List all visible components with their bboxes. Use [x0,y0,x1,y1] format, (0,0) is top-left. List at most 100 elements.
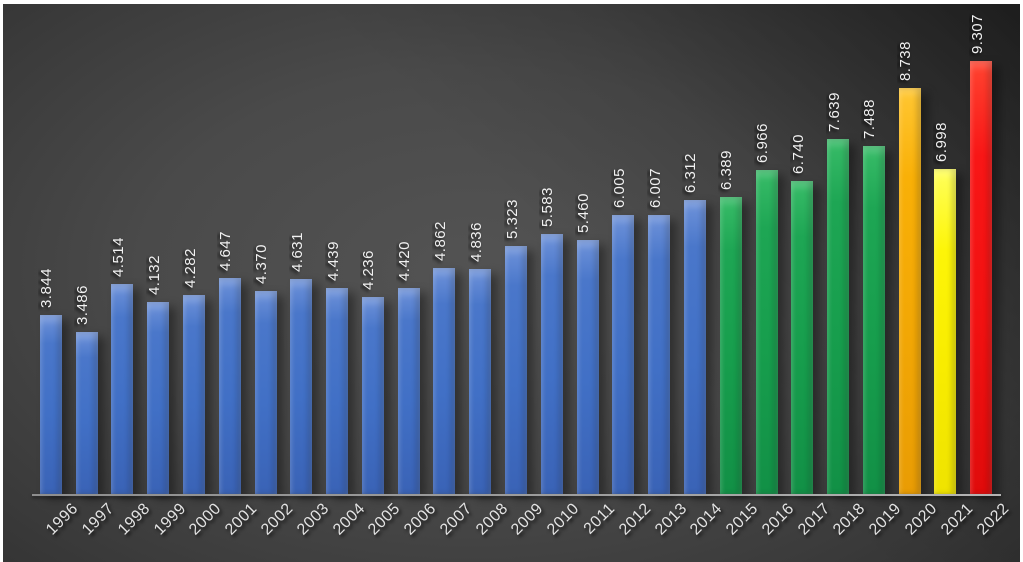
year-label-slot-2020: 2020 [892,496,941,558]
bar-slot-2005: 4.236 [355,4,391,494]
year-label-slot-2002: 2002 [248,496,297,558]
year-label-slot-2010: 2010 [534,496,583,558]
value-label-2020: 8.738 [897,40,915,81]
bar-slot-2004: 4.439 [319,4,355,494]
x-axis-labels: 1996 1997 1998 1999 2000 2001 2002 2003 2004 2005… [33,496,1012,558]
year-label-2022: 2022 [973,500,1013,539]
bar-2014 [683,200,706,494]
bar-slot-2020: 8.738 [892,4,928,494]
value-label-2021: 6.998 [932,121,950,162]
value-label-2004: 4.439 [324,240,342,281]
year-label-slot-2005: 2005 [355,496,404,558]
bar-2012 [612,215,635,494]
bar-2001 [218,278,241,494]
value-label-2019: 7.488 [861,98,879,139]
bar-1996 [39,315,62,494]
year-label-slot-1997: 1997 [69,496,118,558]
year-label-slot-2015: 2015 [713,496,762,558]
bar-2013 [648,215,671,494]
value-label-2002: 4.370 [253,243,271,284]
bar-slot-2018: 7.639 [820,4,856,494]
bar-2019 [862,146,885,494]
chart-canvas: 3.844 3.486 4.514 4.132 4.282 4.647 4.370 4.631… [3,4,1020,562]
value-label-2017: 6.740 [789,133,807,174]
bar-2000 [183,295,206,494]
bar-slot-2010: 5.583 [534,4,570,494]
year-label-slot-2007: 2007 [427,496,476,558]
bar-slot-1998: 4.514 [105,4,141,494]
value-label-2006: 4.420 [396,240,414,281]
value-label-1997: 3.486 [74,284,92,325]
bar-slot-2001: 4.647 [212,4,248,494]
value-label-2003: 4.631 [288,231,306,272]
value-label-2013: 6.007 [646,167,664,208]
bar-2007 [433,268,456,494]
bar-slot-1996: 3.844 [33,4,69,494]
bar-2015 [719,197,742,494]
bar-2003 [290,279,313,494]
value-label-1996: 3.844 [38,267,56,308]
year-label-slot-1998: 1998 [105,496,154,558]
value-label-1998: 4.514 [109,236,127,277]
bar-2008 [469,269,492,494]
value-label-2000: 4.282 [181,247,199,288]
value-label-2009: 5.323 [503,198,521,239]
bar-slot-2009: 5.323 [498,4,534,494]
year-label-slot-2012: 2012 [606,496,655,558]
value-label-2015: 6.389 [718,149,736,190]
bar-2005 [361,297,384,494]
bar-slot-2021: 6.998 [928,4,964,494]
bar-slot-2000: 4.282 [176,4,212,494]
bar-slot-1999: 4.132 [140,4,176,494]
bar-2016 [755,170,778,494]
bar-2009 [505,246,528,494]
year-label-slot-2011: 2011 [570,496,619,558]
bar-slot-2006: 4.420 [391,4,427,494]
year-label-slot-2016: 2016 [749,496,798,558]
year-label-slot-2021: 2021 [928,496,977,558]
bar-2022 [970,61,993,494]
bar-2006 [397,288,420,494]
bar-slot-2011: 5.460 [570,4,606,494]
year-label-slot-2001: 2001 [212,496,261,558]
value-label-2012: 6.005 [610,167,628,208]
value-label-2007: 4.862 [431,220,449,261]
bar-slot-2014: 6.312 [677,4,713,494]
bar-1997 [75,332,98,494]
bars-row: 3.844 3.486 4.514 4.132 4.282 4.647 4.370 4.631… [33,4,999,494]
year-label-slot-2018: 2018 [820,496,869,558]
bar-slot-2012: 6.005 [606,4,642,494]
bar-slot-2002: 4.370 [248,4,284,494]
bar-2018 [827,139,850,494]
bar-slot-2015: 6.389 [713,4,749,494]
year-label-slot-2013: 2013 [641,496,691,558]
bar-2002 [254,291,277,494]
value-label-2010: 5.583 [539,186,557,227]
year-label-slot-2000: 2000 [176,496,225,558]
year-label-slot-2004: 2004 [319,496,369,558]
bar-1999 [147,302,170,494]
year-label-slot-2008: 2008 [462,496,512,558]
year-label-slot-1999: 1999 [140,496,190,558]
bar-slot-2007: 4.862 [427,4,463,494]
year-label-slot-2009: 2009 [498,496,547,558]
bar-slot-2019: 7.488 [856,4,892,494]
year-label-slot-2019: 2019 [856,496,905,558]
bar-2021 [934,169,957,494]
bar-2004 [326,288,349,494]
bar-2017 [791,181,814,494]
bar-slot-2003: 4.631 [283,4,319,494]
value-label-2022: 9.307 [968,13,986,54]
year-label-slot-2017: 2017 [784,496,834,558]
value-label-2005: 4.236 [360,249,378,290]
year-label-slot-2014: 2014 [677,496,726,558]
x-axis-line [32,494,1001,496]
year-label-slot-2006: 2006 [391,496,440,558]
bar-1998 [111,284,134,494]
bar-slot-1997: 3.486 [69,4,105,494]
value-label-2016: 6.966 [754,122,772,163]
value-label-2001: 4.647 [217,230,235,271]
value-label-2014: 6.312 [682,152,700,193]
bar-2011 [576,240,599,494]
